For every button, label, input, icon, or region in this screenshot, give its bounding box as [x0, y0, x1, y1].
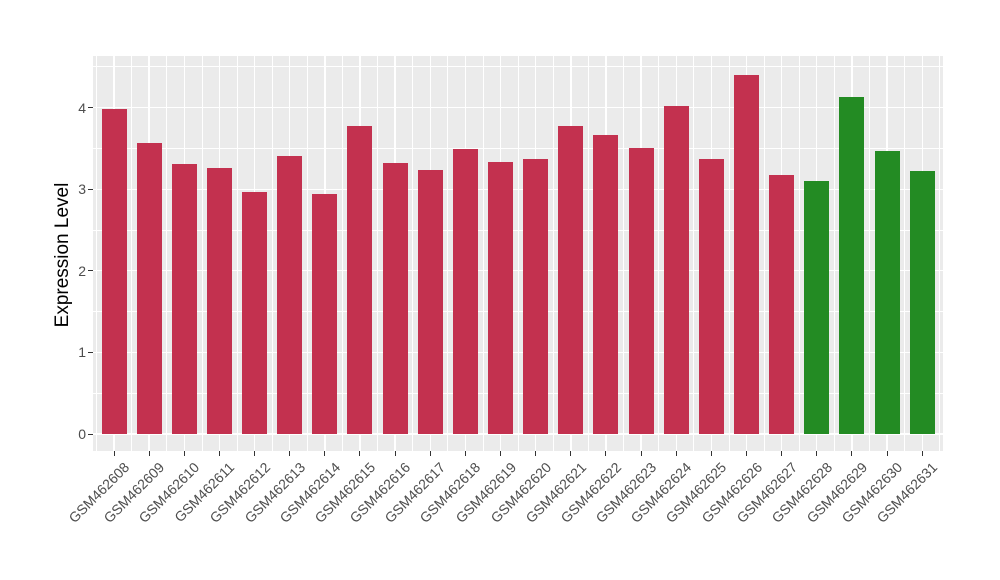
- bar-GSM462626: [734, 74, 760, 434]
- bar-GSM462619: [488, 162, 514, 434]
- gridline-minor-v: [693, 56, 695, 451]
- gridline-major-h: [93, 351, 943, 354]
- x-tick-mark: [816, 451, 818, 456]
- x-tick-mark: [675, 451, 677, 456]
- y-tick-label: 2: [78, 262, 86, 279]
- gridline-minor-v: [96, 56, 97, 451]
- gridline-minor-v: [166, 56, 168, 451]
- bar-GSM462618: [452, 149, 478, 434]
- x-tick-mark: [781, 451, 783, 456]
- x-tick-mark: [921, 451, 923, 456]
- x-tick-mark: [394, 451, 396, 456]
- bar-GSM462611: [206, 167, 232, 434]
- gridline-minor-v: [131, 56, 133, 451]
- bar-GSM462612: [242, 192, 268, 434]
- gridline-minor-v: [904, 56, 906, 451]
- bar-GSM462620: [523, 159, 549, 434]
- gridline-minor-v: [271, 56, 273, 451]
- bar-GSM462614: [312, 194, 338, 434]
- x-tick-mark: [851, 451, 853, 456]
- gridline-minor-v: [482, 56, 484, 451]
- x-tick-mark: [570, 451, 572, 456]
- x-tick-mark: [535, 451, 537, 456]
- bar-GSM462615: [347, 126, 373, 434]
- x-tick-mark: [500, 451, 502, 456]
- gridline-minor-v: [447, 56, 449, 451]
- x-tick-mark: [218, 451, 220, 456]
- gridline-minor-v: [834, 56, 835, 451]
- x-tick-mark: [464, 451, 466, 456]
- gridline-minor-v: [763, 56, 765, 451]
- bar-GSM462630: [874, 150, 900, 434]
- gridline-minor-v: [236, 56, 238, 451]
- bar-GSM462623: [628, 148, 654, 434]
- gridline-minor-v: [306, 56, 308, 451]
- gridline-minor-v: [517, 56, 519, 451]
- x-tick-mark: [640, 451, 642, 456]
- x-tick-mark: [710, 451, 712, 456]
- bar-GSM462609: [136, 142, 162, 434]
- y-tick-label: 0: [78, 426, 86, 442]
- gridline-minor-v: [342, 56, 343, 451]
- bar-GSM462628: [804, 181, 830, 434]
- x-tick-mark: [183, 451, 185, 456]
- plot-panel: [93, 56, 943, 451]
- y-tick-mark: [88, 107, 93, 109]
- x-tick-mark: [359, 451, 361, 456]
- gridline-minor-v: [939, 56, 941, 451]
- bar-GSM462616: [382, 163, 408, 434]
- x-tick-mark: [113, 451, 115, 456]
- bar-GSM462631: [909, 171, 935, 434]
- x-tick-mark: [148, 451, 150, 456]
- gridline-major-h: [93, 188, 943, 190]
- y-tick-mark: [88, 433, 93, 435]
- bar-GSM462617: [417, 169, 443, 434]
- x-tick-mark: [429, 451, 431, 456]
- bar-GSM462613: [277, 155, 303, 434]
- bar-GSM462610: [171, 163, 197, 434]
- gridline-minor-v: [588, 56, 589, 451]
- y-tick-mark: [88, 188, 93, 190]
- bar-GSM462627: [769, 174, 795, 434]
- x-tick-mark: [324, 451, 326, 456]
- gridline-minor-v: [728, 56, 730, 451]
- gridline-major-h: [93, 270, 943, 272]
- bar-GSM462625: [698, 159, 724, 434]
- x-tick-mark: [289, 451, 291, 456]
- y-tick-label: 4: [78, 99, 86, 116]
- y-tick-mark: [88, 351, 93, 353]
- gridline-major-h: [93, 433, 943, 435]
- gridline-minor-v: [798, 56, 800, 451]
- x-tick-mark: [605, 451, 607, 456]
- bar-GSM462629: [839, 96, 865, 434]
- gridline-minor-v: [552, 56, 554, 451]
- gridline-minor-v: [377, 56, 378, 451]
- bar-GSM462621: [558, 126, 584, 434]
- bar-GSM462622: [593, 135, 619, 434]
- y-tick-mark: [88, 270, 93, 272]
- gridline-minor-v: [869, 56, 870, 451]
- bar-GSM462608: [101, 109, 127, 434]
- gridline-minor-v: [623, 56, 624, 451]
- y-tick-label: 3: [78, 181, 86, 198]
- x-tick-mark: [254, 451, 256, 456]
- gridline-major-h: [93, 106, 943, 109]
- gridline-minor-v: [201, 56, 203, 451]
- bar-GSM462624: [663, 105, 689, 434]
- y-tick-label: 1: [78, 344, 86, 361]
- x-tick-mark: [746, 451, 748, 456]
- x-tick-mark: [886, 451, 888, 456]
- gridline-minor-v: [412, 56, 414, 451]
- gridline-minor-v: [658, 56, 660, 451]
